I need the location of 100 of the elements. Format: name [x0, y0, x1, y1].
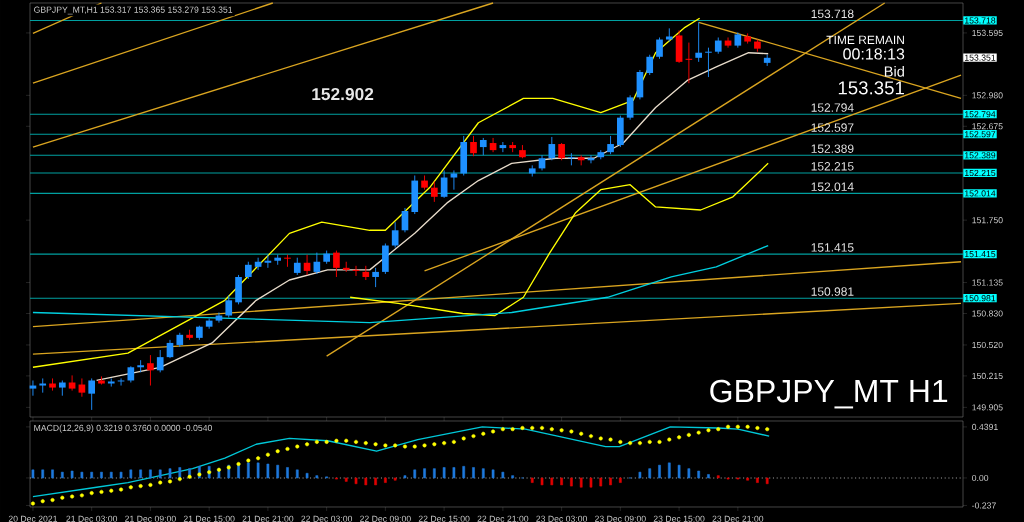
y-tick-label: 0.00: [972, 474, 989, 482]
bar: [579, 477, 583, 488]
bar: [491, 469, 495, 479]
candlestick: [607, 135, 614, 155]
y-tick-label: 150.520: [972, 341, 1003, 349]
bar: [393, 477, 397, 481]
x-tick-label: 23 Dec 21:00: [712, 515, 764, 522]
ref-line-label: 151.415: [965, 251, 996, 258]
bar: [501, 471, 505, 479]
candlestick: [636, 69, 644, 100]
x-tick-label: 23 Dec 03:00: [536, 515, 588, 522]
x-tick-label: 21 Dec 09:00: [125, 515, 176, 522]
candlestick: [440, 169, 448, 199]
candlestick: [450, 169, 458, 191]
bar: [570, 477, 573, 487]
candlestick: [675, 29, 683, 64]
candlestick: [137, 359, 144, 373]
bar: [619, 477, 622, 483]
bar: [765, 477, 769, 485]
y-tick-label: 150.215: [972, 372, 1003, 379]
chart-title: GBPJPY_MT,H1 153.317 153.365 153.279 153.351: [34, 6, 233, 15]
bar: [60, 471, 64, 479]
candlestick: [401, 207, 409, 233]
bar: [286, 467, 289, 479]
ref-line-label: 152.597: [965, 131, 996, 138]
line-series: [32, 244, 769, 324]
candlestick: [372, 267, 379, 288]
candlestick: [225, 294, 233, 319]
bar: [139, 469, 142, 479]
bar: [599, 477, 603, 487]
bar: [364, 477, 368, 486]
bar: [305, 473, 309, 479]
candlestick: [88, 377, 96, 411]
bar: [41, 469, 45, 479]
bar: [609, 477, 612, 486]
ref-line-label: 152.215: [965, 169, 996, 177]
candlestick: [568, 152, 575, 166]
bar: [433, 468, 436, 479]
line-series: [349, 162, 769, 317]
candlestick: [391, 221, 399, 249]
line-series: [32, 17, 701, 368]
candlestick: [499, 141, 507, 153]
candlestick: [460, 135, 468, 176]
x-tick-label: 22 Dec 09:00: [360, 515, 411, 522]
x-tick-label: 23 Dec 09:00: [595, 515, 646, 522]
bar: [109, 471, 113, 479]
bar: [550, 477, 554, 486]
bar: [119, 471, 123, 479]
bar: [658, 464, 661, 479]
bar: [540, 477, 544, 486]
text: 152.389: [811, 144, 854, 153]
y-tick-label: 150.830: [972, 310, 1003, 317]
y-tick-label: 152.675: [972, 123, 1003, 130]
candlestick: [695, 21, 703, 63]
candlestick: [333, 250, 340, 278]
candlestick: [548, 136, 556, 161]
annotation: TIME REMAIN: [826, 35, 904, 44]
bar: [638, 471, 642, 479]
text: 152.215: [811, 162, 854, 171]
bar: [746, 477, 749, 481]
x-tick-label: 23 Dec 15:00: [653, 515, 705, 522]
bar: [442, 467, 446, 479]
x-tick-label: 20 Dec 2021: [8, 515, 58, 522]
bar: [560, 477, 563, 486]
bar: [423, 468, 426, 479]
candlestick: [156, 349, 164, 373]
x-tick-label: 22 Dec 21:00: [477, 515, 529, 522]
bar: [51, 469, 54, 479]
bar: [80, 471, 84, 479]
candlestick: [626, 94, 634, 121]
bar: [648, 468, 652, 479]
y-tick-label: 0.4391: [972, 423, 998, 430]
ref-line-label: 152.794: [965, 111, 996, 118]
bar: [472, 467, 475, 479]
bar: [589, 477, 593, 488]
x-tick-label: 21 Dec 15:00: [183, 515, 235, 522]
annotation: 153.351: [838, 81, 904, 95]
bar: [530, 477, 534, 483]
candlestick: [284, 254, 291, 268]
text: 150.981: [811, 287, 854, 296]
y-tick-label: 153.595: [972, 29, 1003, 36]
candlestick: [382, 243, 389, 275]
bar: [481, 468, 485, 479]
ref-line-label: 152.389: [965, 152, 996, 159]
annotation: Bid: [884, 65, 904, 77]
candlestick: [617, 115, 624, 148]
y-tick-label: 152.980: [972, 92, 1003, 99]
x-tick-label: 22 Dec 03:00: [301, 515, 353, 522]
bar: [149, 469, 152, 479]
bar: [667, 462, 671, 479]
annotation: 152.902: [312, 87, 374, 101]
y-tick-label: -0.237: [972, 502, 996, 509]
chart-title: MACD(12,26,9) 0.3219 0.3760 0.0000 -0.0540: [34, 424, 212, 433]
text: 153.351: [965, 54, 996, 61]
candlestick: [431, 181, 438, 203]
bar: [511, 475, 514, 479]
x-tick-label: 22 Dec 15:00: [418, 515, 470, 522]
annotation: 00:18:13: [843, 48, 905, 60]
bar: [295, 469, 299, 479]
ref-line-label: 152.014: [965, 190, 996, 197]
